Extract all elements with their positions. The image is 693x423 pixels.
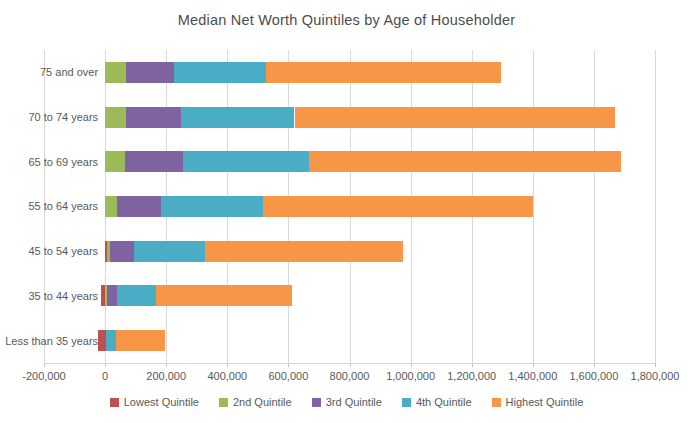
bar-segment-2nd-quintile: [105, 107, 125, 128]
axis-tick: [655, 363, 656, 367]
y-axis-category-label: 45 to 54 years: [0, 229, 98, 274]
legend-label: 4th Quintile: [416, 396, 472, 408]
legend-item: 4th Quintile: [402, 396, 472, 408]
bar-segment-4th-quintile: [161, 196, 262, 217]
legend-item: Highest Quintile: [492, 396, 584, 408]
bar-segment-highest-quintile: [263, 196, 534, 217]
legend-item: Lowest Quintile: [110, 396, 199, 408]
y-axis-category-label: 55 to 64 years: [0, 184, 98, 229]
bar-segment-lowest-quintile: [98, 330, 105, 351]
legend-label: 3rd Quintile: [326, 396, 382, 408]
y-axis-category-label: 65 to 69 years: [0, 139, 98, 184]
gridline: [594, 50, 595, 363]
legend-label: 2nd Quintile: [233, 396, 292, 408]
chart-title: Median Net Worth Quintiles by Age of Hou…: [0, 12, 693, 28]
bar-segment-highest-quintile: [116, 330, 165, 351]
bar-segment-3rd-quintile: [110, 241, 134, 262]
bar-segment-2nd-quintile: [105, 151, 125, 172]
bar-segment-3rd-quintile: [126, 107, 181, 128]
legend-label: Lowest Quintile: [124, 396, 199, 408]
x-axis-tick-label: 1,800,000: [615, 370, 693, 382]
bar-segment-highest-quintile: [205, 241, 404, 262]
y-axis-category-label: 35 to 44 years: [0, 274, 98, 319]
bar-segment-4th-quintile: [183, 151, 309, 172]
bar-segment-4th-quintile: [117, 285, 156, 306]
x-axis-line: [44, 363, 655, 364]
bar-segment-highest-quintile: [266, 62, 501, 83]
legend-item: 3rd Quintile: [312, 396, 382, 408]
legend-label: Highest Quintile: [506, 396, 584, 408]
bar-segment-3rd-quintile: [107, 285, 117, 306]
chart-canvas: Median Net Worth Quintiles by Age of Hou…: [0, 0, 693, 423]
bar-segment-2nd-quintile: [105, 62, 126, 83]
bar-segment-4th-quintile: [181, 107, 295, 128]
y-axis-category-label: 75 and over: [0, 50, 98, 95]
legend-swatch-icon: [110, 398, 119, 407]
bar-segment-4th-quintile: [106, 330, 115, 351]
y-axis-category-label: 70 to 74 years: [0, 95, 98, 140]
bar-segment-4th-quintile: [134, 241, 205, 262]
legend-swatch-icon: [492, 398, 501, 407]
legend-swatch-icon: [402, 398, 411, 407]
bar-segment-2nd-quintile: [105, 196, 117, 217]
gridline: [655, 50, 656, 363]
bar-segment-highest-quintile: [309, 151, 621, 172]
bar-segment-highest-quintile: [295, 107, 615, 128]
bar-segment-3rd-quintile: [125, 151, 183, 172]
bar-segment-highest-quintile: [156, 285, 291, 306]
y-axis-category-label: Less than 35 years: [0, 318, 98, 363]
legend-swatch-icon: [312, 398, 321, 407]
legend-swatch-icon: [219, 398, 228, 407]
bar-segment-3rd-quintile: [117, 196, 162, 217]
legend: Lowest Quintile 2nd Quintile 3rd Quintile 4…: [0, 396, 693, 408]
bar-segment-4th-quintile: [174, 62, 266, 83]
legend-item: 2nd Quintile: [219, 396, 292, 408]
bar-segment-3rd-quintile: [126, 62, 174, 83]
